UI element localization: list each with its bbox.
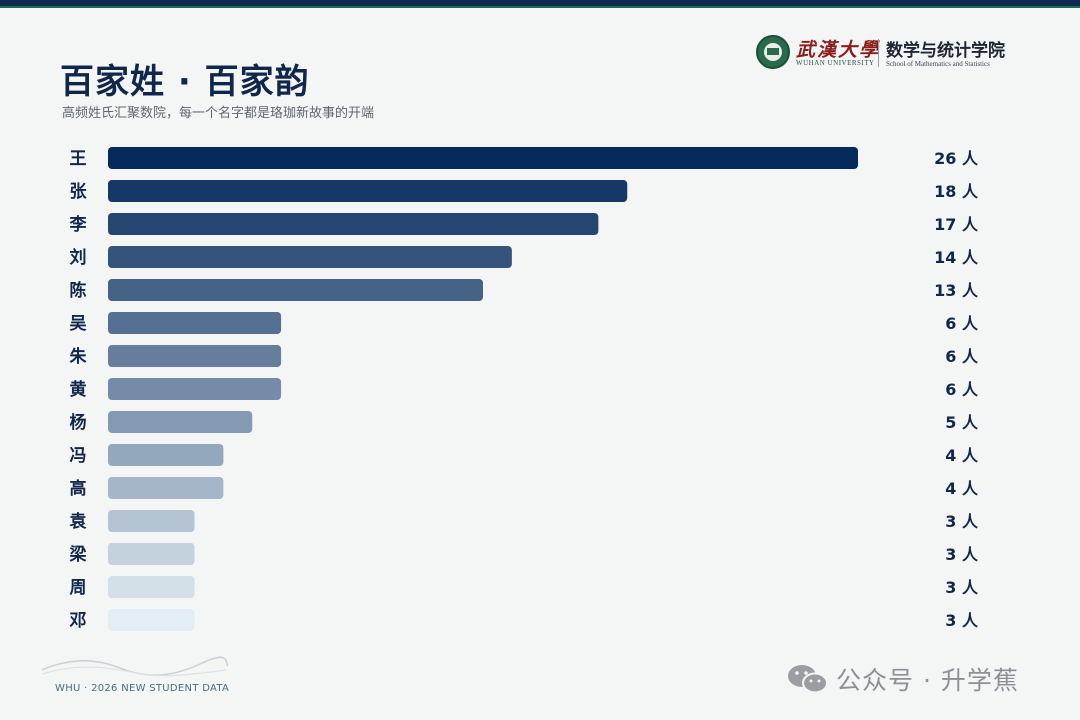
bar: [108, 609, 195, 631]
category-label: 高: [70, 478, 87, 499]
bar: [108, 444, 224, 466]
bar: [108, 213, 599, 235]
watermark: 公众号 · 升学蕉: [786, 661, 1056, 695]
value-label: 18 人: [934, 182, 979, 201]
bar: [108, 147, 858, 169]
category-label: 李: [70, 214, 87, 235]
bar: [108, 378, 282, 400]
category-label: 周: [70, 578, 87, 598]
category-label: 杨: [70, 412, 87, 433]
value-label: 14 人: [934, 248, 979, 267]
bar: [108, 312, 282, 334]
value-label: 3 人: [945, 512, 979, 531]
category-label: 王: [70, 149, 87, 169]
category-label: 张: [70, 182, 88, 202]
bar: [108, 510, 195, 532]
bar: [108, 543, 195, 565]
value-label: 4 人: [945, 479, 979, 498]
category-label: 梁: [69, 544, 88, 565]
value-label: 3 人: [945, 578, 979, 597]
page-title: 百家姓 · 百家韵: [60, 62, 310, 102]
bar: [108, 411, 253, 433]
university-name-cn: 武漢大學: [796, 39, 881, 61]
value-label: 13 人: [934, 281, 979, 300]
bar: [108, 477, 224, 499]
category-label: 黄: [70, 379, 87, 400]
value-label: 17 人: [934, 215, 979, 234]
bar: [108, 246, 512, 268]
category-label: 陈: [70, 280, 87, 301]
university-name-en: WUHAN UNIVERSITY: [796, 59, 875, 67]
value-label: 6 人: [945, 380, 979, 399]
bar: [108, 180, 628, 202]
top-accent-bar: [0, 0, 1080, 6]
value-label: 26 人: [934, 149, 979, 168]
university-seal-icon: [756, 35, 790, 69]
category-label: 冯: [70, 446, 87, 466]
school-name-en: School of Mathematics and Statistics: [886, 60, 990, 68]
category-label: 刘: [70, 247, 87, 268]
page-subtitle: 高频姓氏汇聚数院，每一个名字都是珞珈新故事的开端: [62, 106, 375, 121]
logo-divider: [878, 39, 879, 67]
category-label: 邓: [70, 611, 87, 631]
value-label: 3 人: [945, 545, 979, 564]
school-name-cn: 数学与统计学院: [886, 41, 1005, 61]
footer-caption: WHU · 2026 NEW STUDENT DATA: [55, 683, 230, 694]
category-label: 袁: [69, 512, 87, 532]
decorative-wave: [41, 656, 229, 677]
bar: [108, 345, 282, 367]
top-accent-line: [0, 6, 1080, 8]
value-label: 5 人: [945, 413, 979, 432]
bar: [108, 279, 483, 301]
value-label: 4 人: [945, 446, 979, 465]
university-logo: 武漢大學 WUHAN UNIVERSITY 数学与统计学院 School of …: [756, 35, 1026, 71]
value-label: 3 人: [945, 611, 979, 630]
value-label: 6 人: [945, 314, 979, 333]
wechat-icon: [788, 665, 828, 694]
category-label: 朱: [70, 346, 88, 367]
value-label: 6 人: [945, 347, 979, 366]
category-label: 吴: [70, 314, 87, 334]
bar: [108, 576, 195, 598]
watermark-text: 公众号 · 升学蕉: [836, 666, 1019, 695]
